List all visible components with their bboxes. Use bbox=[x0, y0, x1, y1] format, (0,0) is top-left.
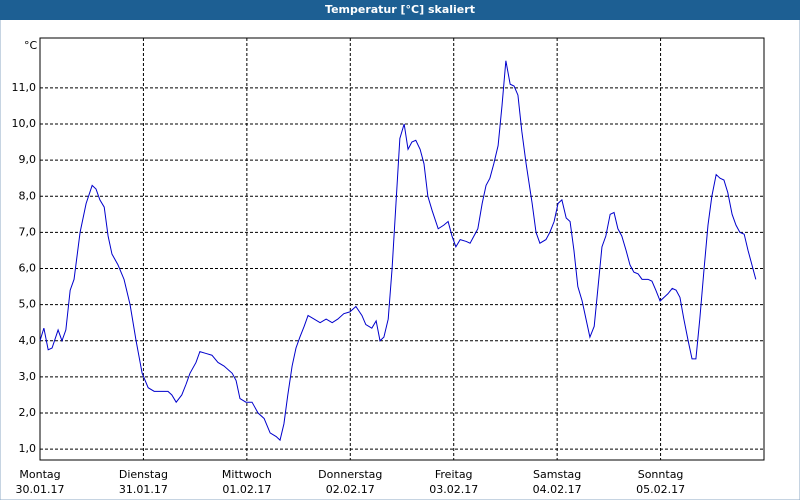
x-tick-date: 05.02.17 bbox=[636, 483, 685, 496]
x-tick-label: Montag bbox=[19, 468, 60, 481]
y-tick-label: 5,0 bbox=[19, 298, 37, 311]
plot-border bbox=[39, 37, 765, 461]
x-tick-label: Freitag bbox=[435, 468, 473, 481]
temperature-line bbox=[39, 60, 757, 442]
y-tick-label: 7,0 bbox=[19, 225, 37, 238]
title-bar bbox=[0, 0, 800, 20]
x-tick-date: 02.02.17 bbox=[326, 483, 375, 496]
x-tick-label: Samstag bbox=[533, 468, 581, 481]
x-tick-date: 30.01.17 bbox=[16, 483, 65, 496]
y-tick-label: 2,0 bbox=[19, 406, 37, 419]
y-tick-label: 8,0 bbox=[19, 189, 37, 202]
y-tick-label: 3,0 bbox=[19, 370, 37, 383]
x-tick-date: 01.02.17 bbox=[222, 483, 271, 496]
x-tick-label: Donnerstag bbox=[318, 468, 382, 481]
y-tick-label: 1,0 bbox=[19, 442, 37, 455]
x-tick-date: 31.01.17 bbox=[119, 483, 168, 496]
x-tick-date: 04.02.17 bbox=[533, 483, 582, 496]
y-tick-label: 6,0 bbox=[19, 262, 37, 275]
x-tick-label: Mittwoch bbox=[222, 468, 272, 481]
y-axis-label: °C bbox=[24, 39, 38, 52]
y-tick-label: 9,0 bbox=[19, 153, 37, 166]
x-tick-label: Sonntag bbox=[638, 468, 684, 481]
x-tick-date: 03.02.17 bbox=[429, 483, 478, 496]
y-tick-label: 4,0 bbox=[19, 334, 37, 347]
chart-title: Temperatur [°C] skaliert bbox=[325, 3, 475, 16]
y-tick-label: 11,0 bbox=[12, 81, 37, 94]
x-tick-label: Dienstag bbox=[119, 468, 168, 481]
y-tick-label: 10,0 bbox=[12, 117, 37, 130]
